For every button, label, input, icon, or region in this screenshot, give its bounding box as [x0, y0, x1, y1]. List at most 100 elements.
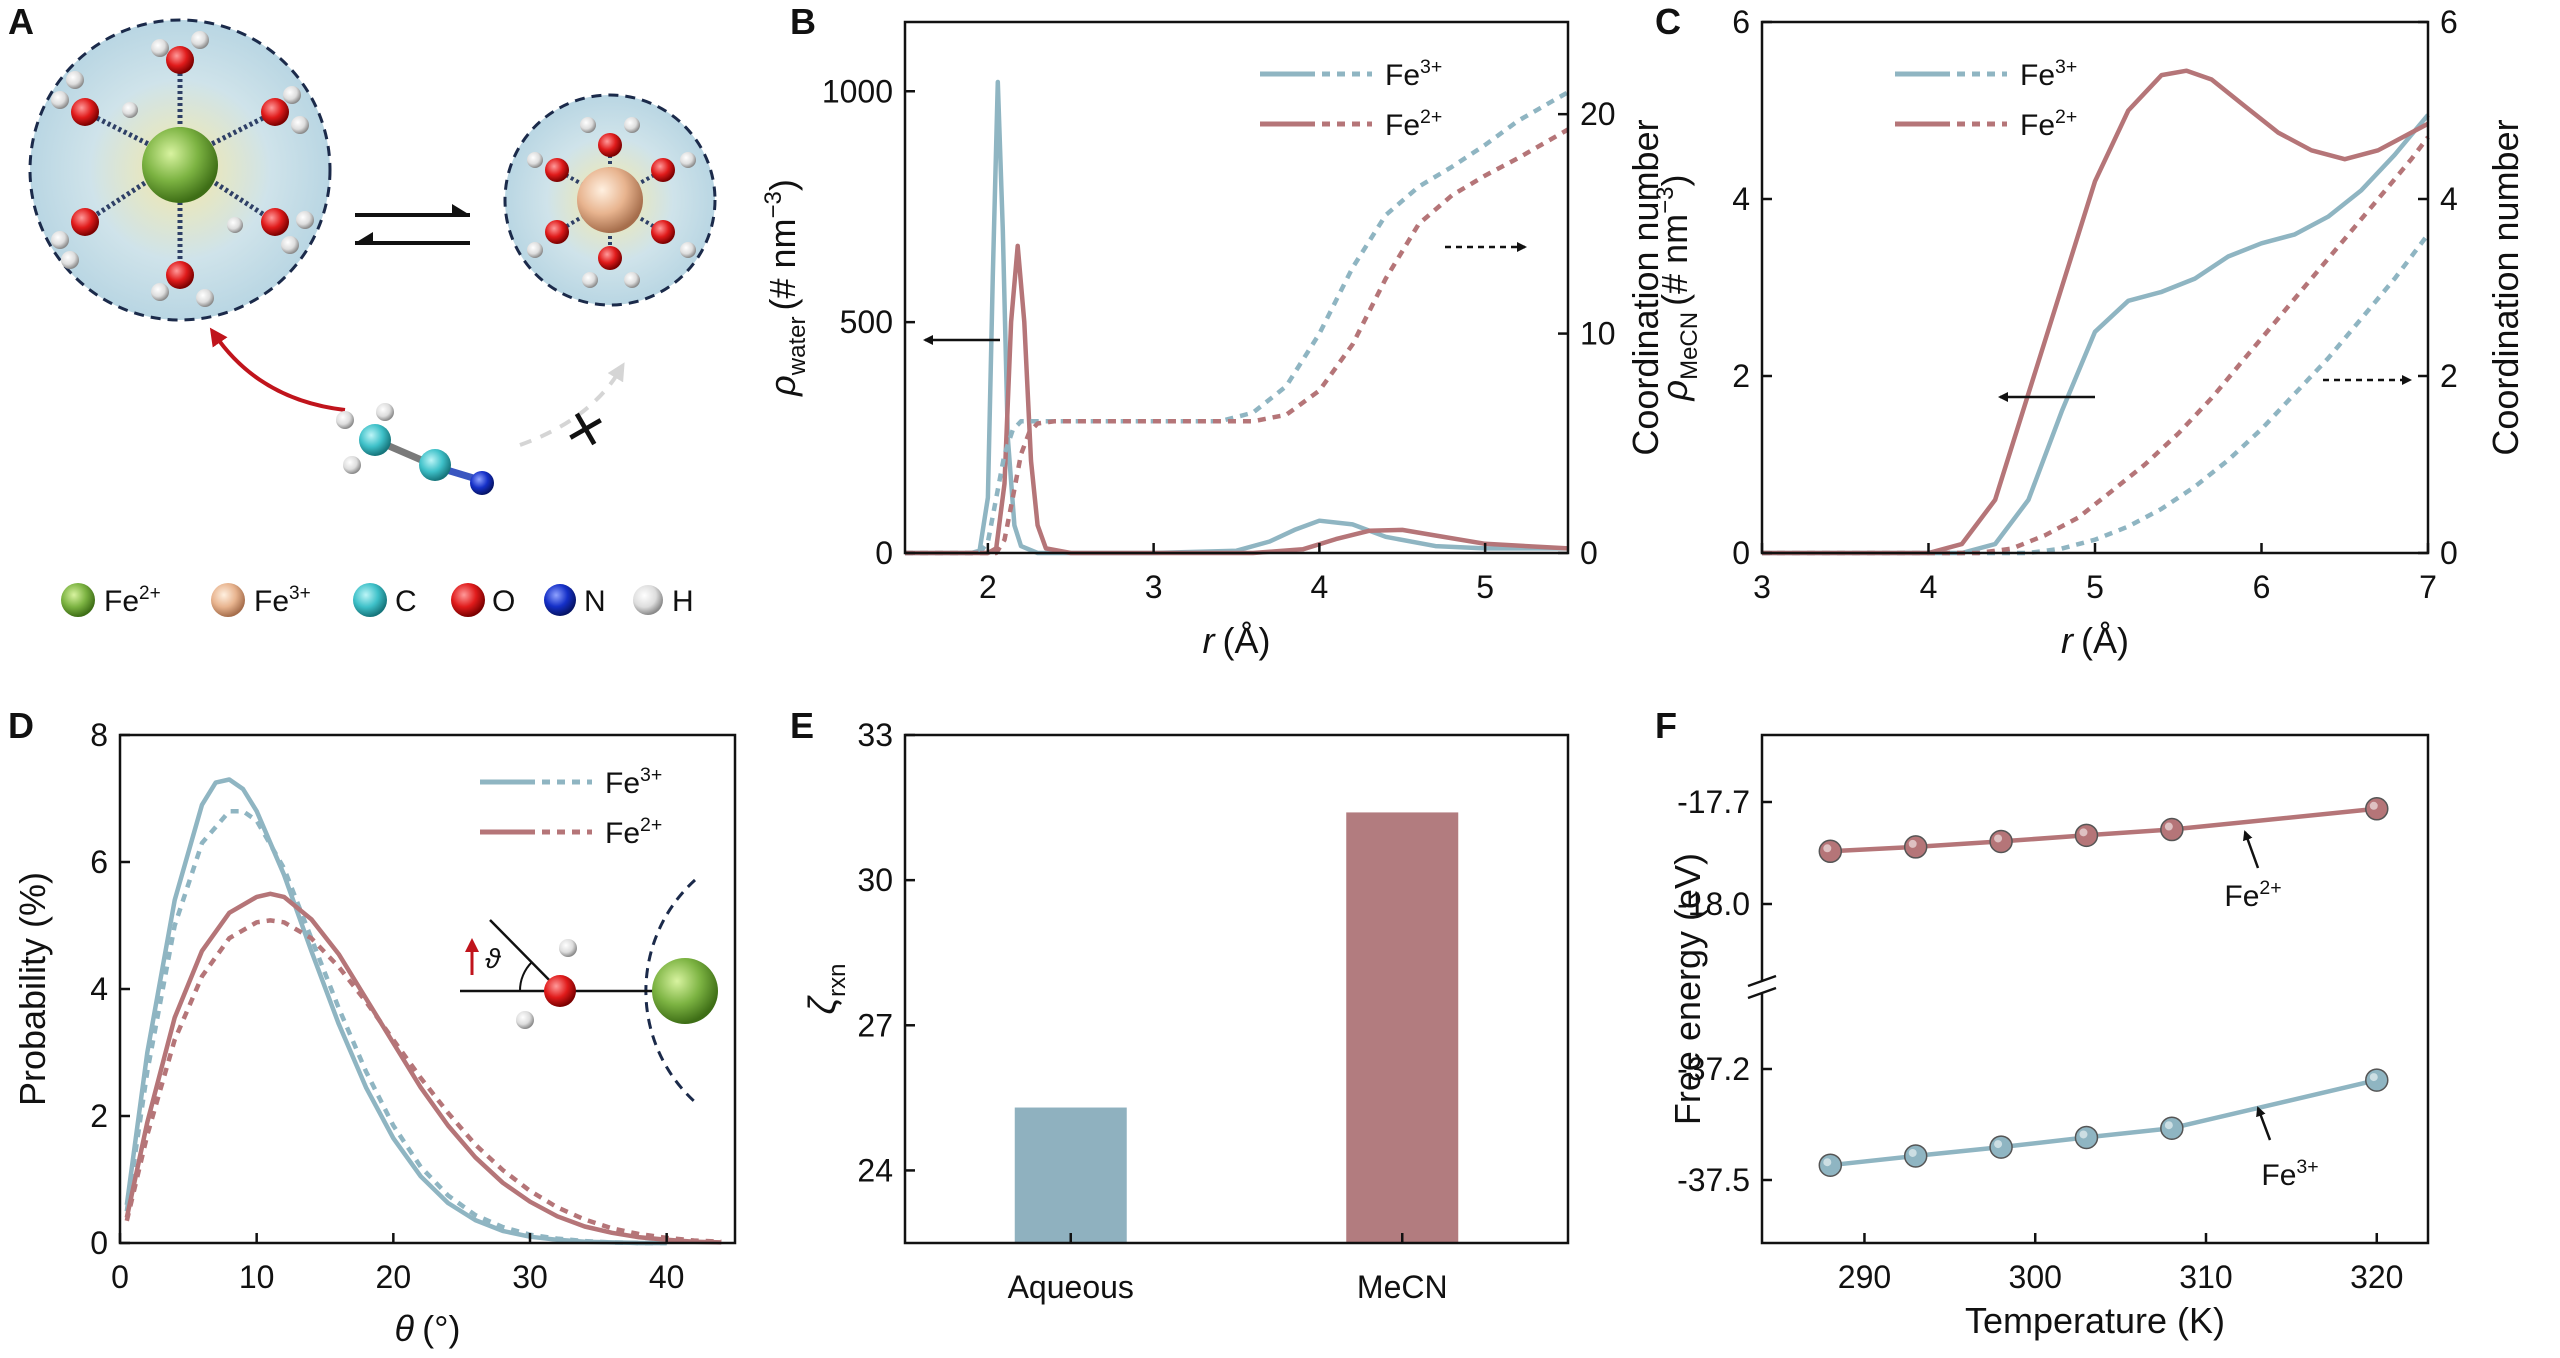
y-label-var: ζ [802, 994, 844, 1014]
panel-letter-f: F [1655, 705, 1677, 746]
fe2-annotation-label-base: Fe [2224, 880, 2259, 913]
x-label-unit: (Å) [1223, 620, 1271, 661]
svg-text:Fe3+: Fe3+ [254, 583, 311, 618]
equilibrium-backward-head [355, 232, 373, 243]
y-tick-label: 0 [90, 1225, 108, 1261]
legend-oxygen: O [451, 583, 515, 618]
y-label-var: ρ [762, 375, 803, 397]
y-tick-label: 6 [90, 844, 108, 880]
data-point [2074, 823, 2099, 848]
series-line-fe2-solid [124, 891, 722, 1245]
y-right-tick-label: 4 [2440, 181, 2458, 217]
inset-o-atom [544, 975, 576, 1007]
category-label: MeCN [1357, 1269, 1448, 1305]
fe2-annotation-label-sup: 2+ [2259, 877, 2281, 899]
chart-panel-f: 290 300 310 320-17.7-18.0-37.2-37.5Fe2+Fe3+… [1667, 733, 2430, 1341]
y-right-tick-label: 0 [1580, 535, 1598, 571]
data-point [1989, 829, 2013, 854]
legend-label-0-base: Fe [1385, 59, 1420, 92]
fe3-annotation-label-sup: 3+ [2296, 1156, 2318, 1178]
panel-letter-d: D [8, 705, 34, 746]
data-point-highlight [2164, 1121, 2173, 1130]
panel-letter-e: E [790, 705, 814, 746]
x-label-var: r [1203, 620, 1217, 661]
y-tick-label: 0 [875, 535, 893, 571]
series-line-fe3-mecn [1762, 113, 2430, 556]
series-line-fe2-water [905, 243, 1569, 556]
y-label-unit: (# nm [762, 219, 803, 311]
legend-label-0-sup: 3+ [2055, 56, 2077, 78]
fe3-annotation-arrow [2256, 1106, 2272, 1141]
mecn-blocked-fe3-arrow [519, 362, 625, 447]
y-tick-label: 27 [857, 1007, 893, 1043]
y-tick-label: -37.5 [1677, 1162, 1750, 1198]
plot-frame [118, 733, 737, 1245]
legend-label-1: Fe2+ [2020, 106, 2077, 142]
fe2-water-oxygens [71, 46, 289, 289]
y-tick-label: 2 [1732, 358, 1750, 394]
y-label-close: ) [1654, 174, 1695, 186]
fe3-water-oxygens [545, 133, 675, 270]
y-right-tick-label: 2 [2440, 358, 2458, 394]
plot-frame [903, 20, 1570, 555]
data-point-highlight [2079, 828, 2088, 837]
x-tick-label: 290 [1838, 1259, 1891, 1295]
y-tick-label: -17.7 [1677, 784, 1750, 820]
y-label-var: ρ [1654, 380, 1695, 402]
y-tick-label: 1000 [822, 73, 893, 109]
data-point [2074, 1125, 2099, 1150]
series-line-fe2-dashed [124, 918, 722, 1244]
legend-label-1-sup: 2+ [2055, 106, 2077, 128]
panel-letter-b: B [790, 1, 816, 42]
plot-frame [1760, 733, 2430, 1245]
data-point-highlight [1908, 839, 1917, 848]
x-label-var: θ [395, 1308, 415, 1349]
svg-text:Fe2+: Fe2+ [104, 583, 161, 618]
fe2-ion-sphere [142, 127, 218, 203]
x-tick-label: 7 [2419, 569, 2437, 605]
x-tick-label: 30 [512, 1259, 548, 1295]
legend-label-0: Fe3+ [605, 764, 662, 800]
x-tick-label: 2 [979, 569, 997, 605]
y-tick-label: 500 [840, 304, 893, 340]
series-line-fe2-cn [1762, 135, 2430, 556]
y-right-tick-label: 0 [2440, 535, 2458, 571]
y-label-sub: rxn [824, 964, 851, 997]
legend-label-0: Fe3+ [1385, 56, 1442, 92]
legend-label-0-sup: 3+ [1420, 56, 1442, 78]
y-label-close: ) [762, 179, 803, 191]
legend-label-1-base: Fe [2020, 109, 2055, 142]
legend-label-0-base: Fe [605, 767, 640, 800]
svg-text:H: H [672, 585, 694, 618]
legend-label-1-base: Fe [605, 817, 640, 850]
y-tick-label: 4 [90, 971, 108, 1007]
legend-label-1: Fe2+ [1385, 106, 1442, 142]
svg-text:C: C [395, 585, 417, 618]
legend-fe2: Fe2+ [61, 583, 161, 618]
y-axis-label-right: Coordination number [2485, 119, 2526, 455]
x-tick-label: 4 [1310, 569, 1328, 605]
data-point-highlight [1823, 844, 1832, 853]
y-tick-label: 24 [857, 1152, 893, 1188]
series-line-fe2-mecn [1762, 68, 2430, 556]
data-point-highlight [1994, 834, 2003, 843]
y-tick-label: 33 [857, 717, 893, 753]
legend-fe3: Fe3+ [211, 583, 311, 618]
x-tick-label: 310 [2179, 1259, 2232, 1295]
x-axis-label: θ (°) [395, 1308, 461, 1349]
fe2-annotation-label: Fe2+ [2224, 877, 2281, 913]
y-tick-label: 4 [1732, 181, 1750, 217]
y-right-tick-label: 20 [1580, 96, 1616, 132]
fe3-ion-sphere [577, 167, 643, 233]
fe2-water-hydrogens [51, 31, 314, 307]
panel-letter-a: A [8, 1, 34, 42]
y-axis-label: Probability (%) [12, 872, 53, 1106]
legend-label-1-sup: 2+ [640, 814, 662, 836]
y-tick-label: 0 [1732, 535, 1750, 571]
series-line-fe2-cn [905, 127, 1570, 556]
data-point [1818, 839, 1843, 864]
y-tick-label: 30 [857, 862, 893, 898]
